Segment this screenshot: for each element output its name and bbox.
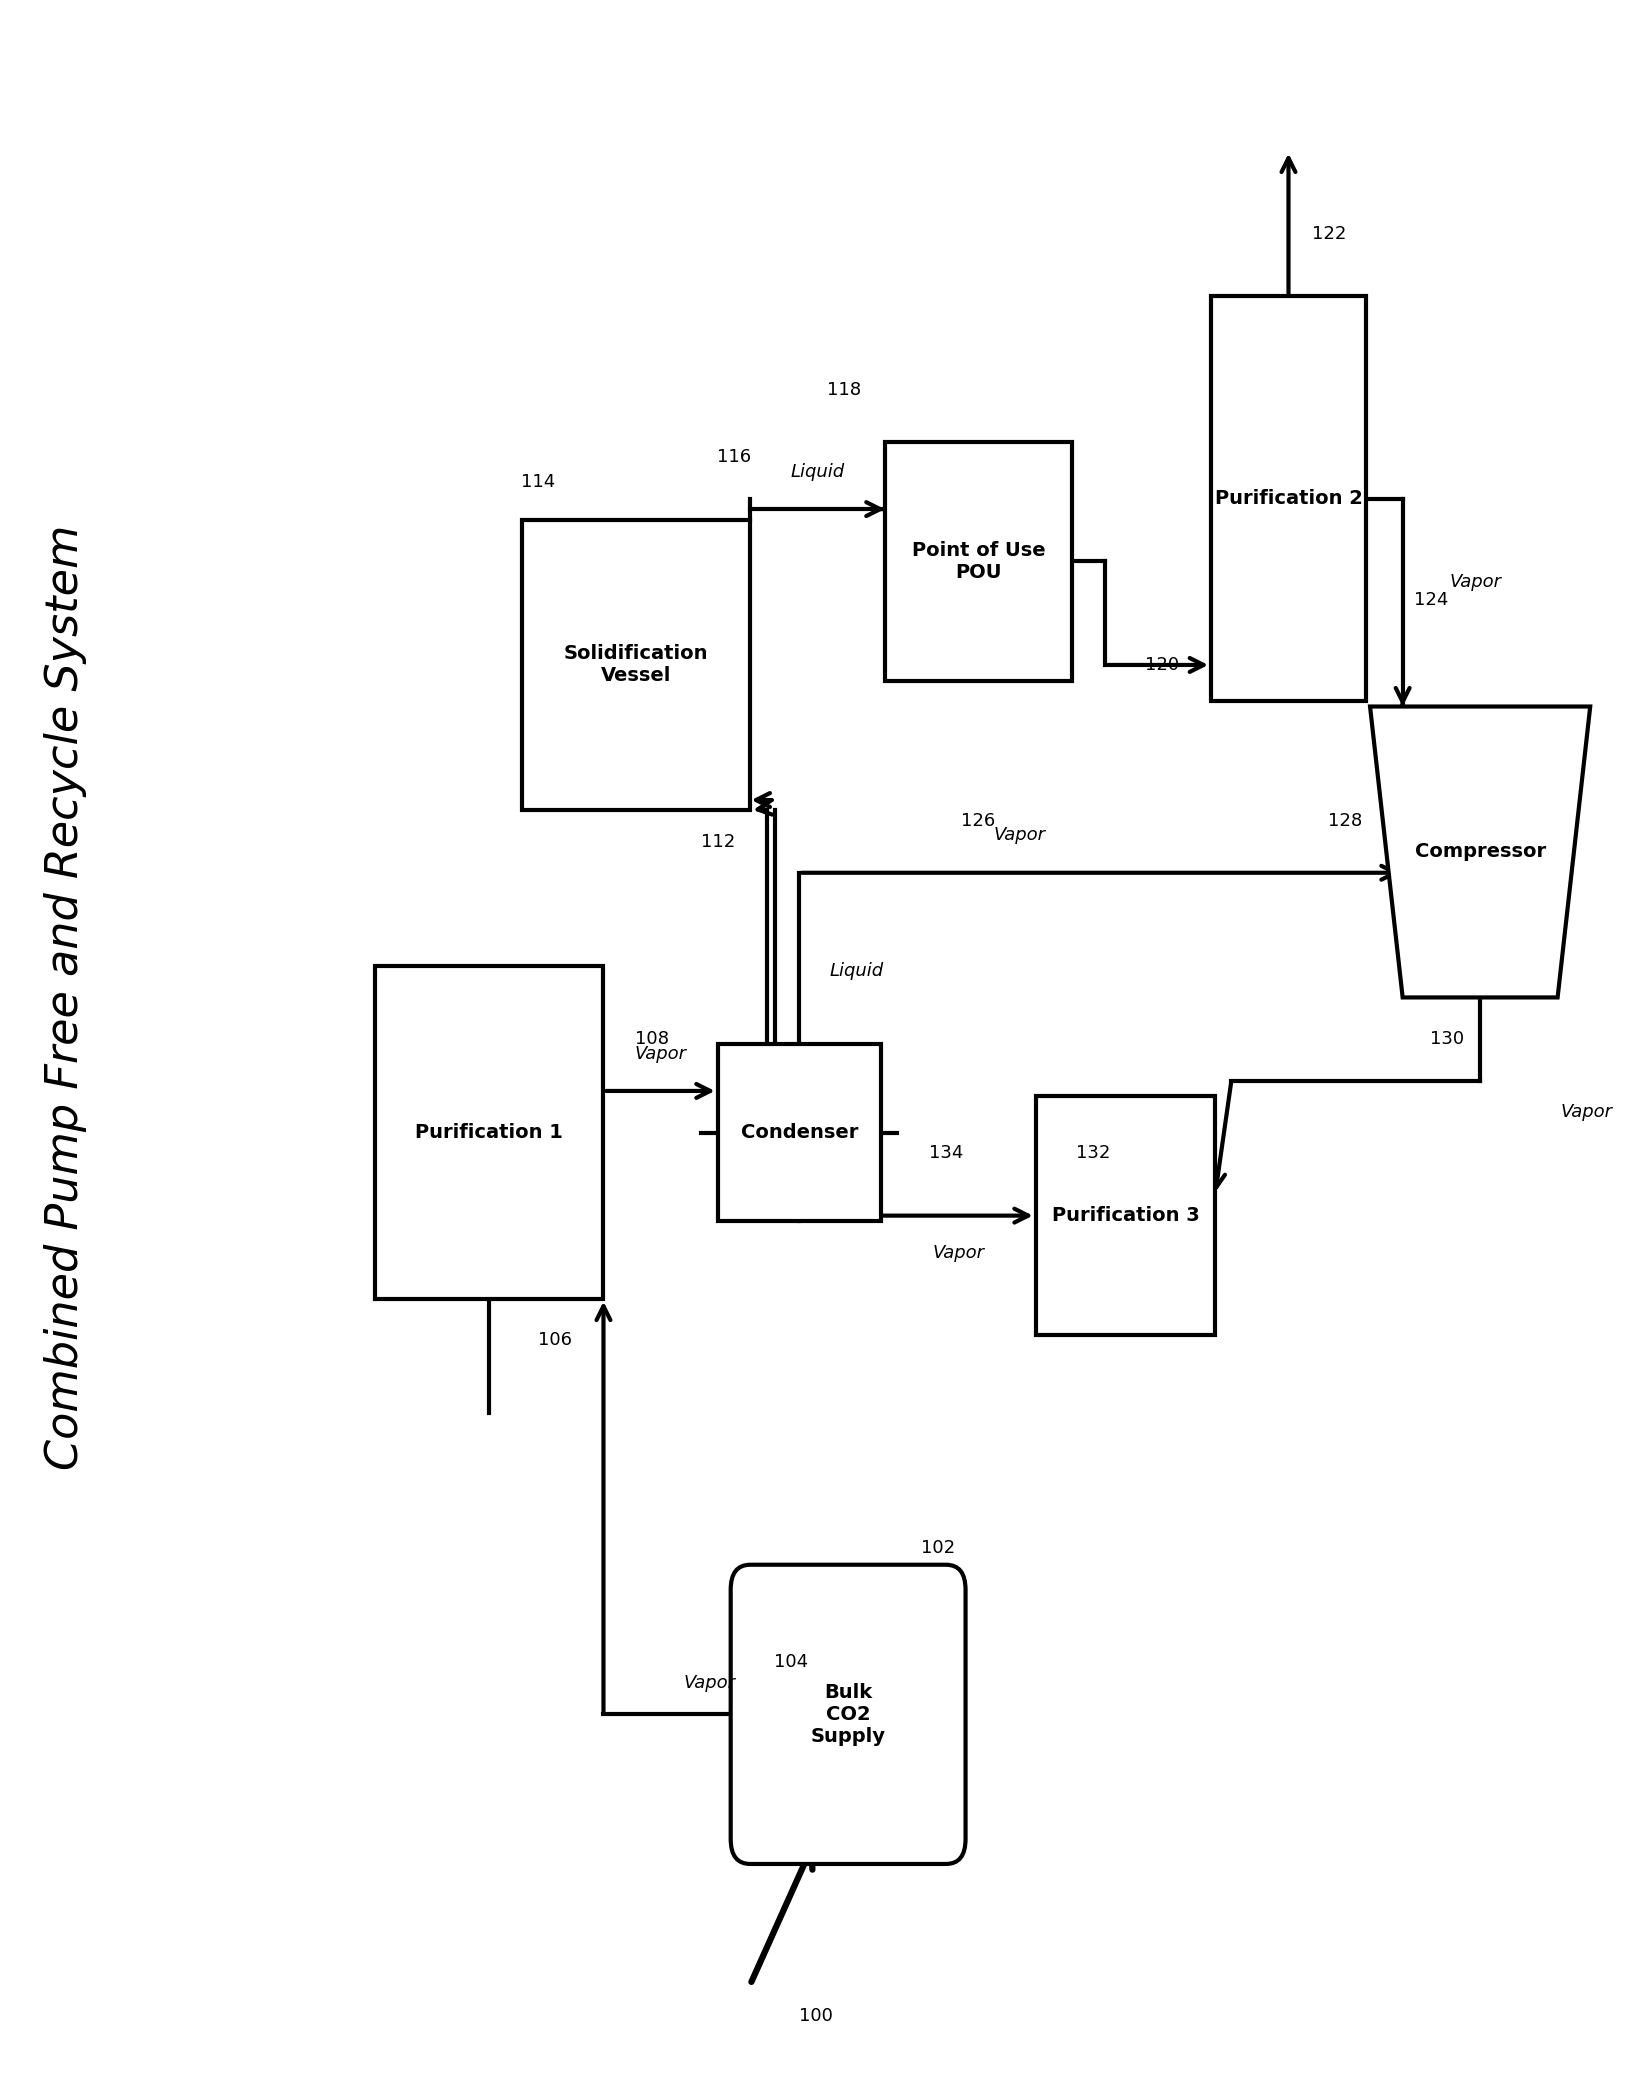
Text: 106: 106 xyxy=(538,1332,570,1349)
Text: Vapor: Vapor xyxy=(683,1675,735,1691)
Text: 120: 120 xyxy=(1144,657,1178,673)
Text: Vapor: Vapor xyxy=(634,1045,686,1062)
Text: 118: 118 xyxy=(826,380,861,399)
Text: Vapor: Vapor xyxy=(1449,574,1501,590)
Text: 104: 104 xyxy=(774,1654,807,1671)
Text: Solidification
Vessel: Solidification Vessel xyxy=(564,644,707,686)
Text: 124: 124 xyxy=(1413,590,1447,609)
Text: Vapor: Vapor xyxy=(1560,1103,1610,1120)
Text: 132: 132 xyxy=(1074,1145,1110,1162)
Text: Liquid: Liquid xyxy=(828,962,883,981)
FancyBboxPatch shape xyxy=(730,1565,965,1864)
Text: 116: 116 xyxy=(717,449,750,465)
FancyBboxPatch shape xyxy=(717,1045,880,1222)
Text: Condenser: Condenser xyxy=(740,1122,857,1143)
FancyBboxPatch shape xyxy=(1035,1097,1214,1336)
Text: 122: 122 xyxy=(1311,224,1346,243)
Text: Purification 1: Purification 1 xyxy=(416,1122,562,1143)
Text: Purification 3: Purification 3 xyxy=(1051,1205,1198,1226)
Text: 128: 128 xyxy=(1328,812,1361,829)
Text: 134: 134 xyxy=(927,1145,963,1162)
Text: Purification 2: Purification 2 xyxy=(1214,488,1361,509)
Text: Bulk
CO2
Supply: Bulk CO2 Supply xyxy=(810,1683,885,1746)
FancyBboxPatch shape xyxy=(1209,297,1366,702)
Text: Combined Pump Free and Recycle System: Combined Pump Free and Recycle System xyxy=(44,526,86,1469)
Text: Vapor: Vapor xyxy=(932,1245,983,1261)
Text: 112: 112 xyxy=(701,833,734,850)
Text: 100: 100 xyxy=(799,2007,831,2024)
Text: 114: 114 xyxy=(522,474,554,490)
Text: 130: 130 xyxy=(1430,1031,1464,1047)
Text: Point of Use
POU: Point of Use POU xyxy=(911,540,1045,582)
FancyBboxPatch shape xyxy=(883,443,1071,682)
Text: Compressor: Compressor xyxy=(1413,842,1545,862)
Text: Vapor: Vapor xyxy=(993,827,1045,844)
Text: 126: 126 xyxy=(962,812,994,829)
Text: 108: 108 xyxy=(636,1031,668,1047)
FancyBboxPatch shape xyxy=(522,520,750,810)
FancyBboxPatch shape xyxy=(375,966,603,1299)
Text: 102: 102 xyxy=(921,1540,954,1556)
Polygon shape xyxy=(1369,707,1589,997)
Text: Liquid: Liquid xyxy=(791,463,844,480)
